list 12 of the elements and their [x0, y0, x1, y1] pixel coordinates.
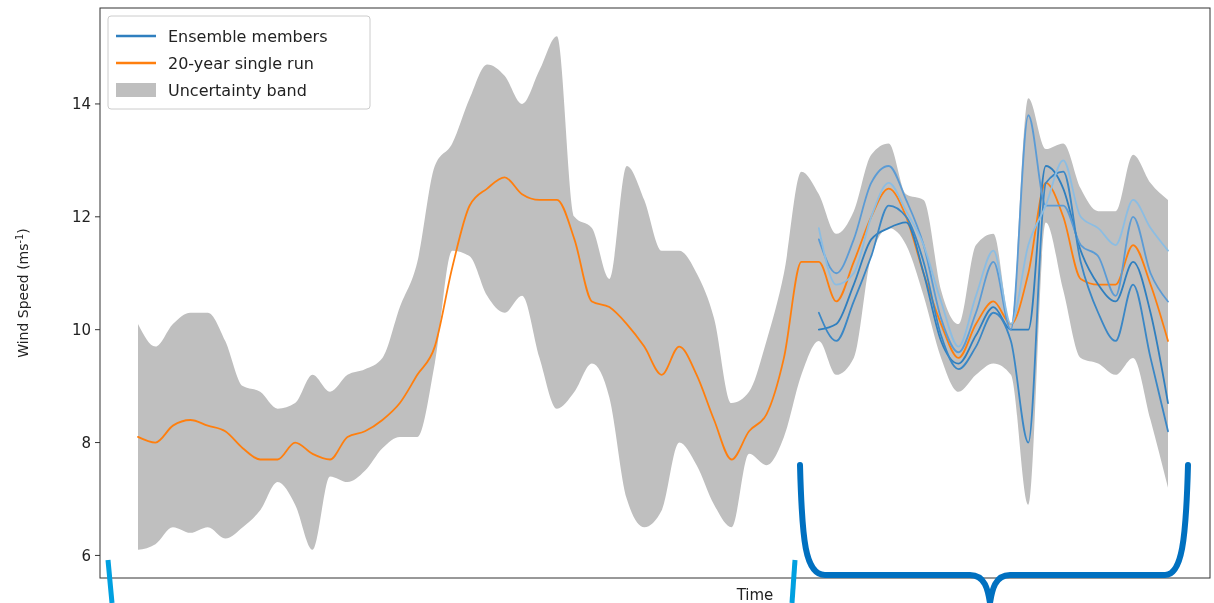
line-series — [817, 159, 1169, 348]
y-tick-label: 6 — [81, 546, 91, 565]
line-series — [137, 176, 1169, 461]
y-tick-label: 14 — [71, 95, 91, 114]
annotation: Uncertainty band — [168, 80, 307, 100]
legend-label: Ensemble members — [168, 26, 328, 46]
x-axis-title: Time — [735, 586, 774, 603]
y-tick-label: 10 — [71, 320, 91, 339]
y-tick-label: 8 — [81, 433, 91, 452]
line-series — [817, 114, 1169, 354]
legend-label: 20-year single run — [168, 53, 314, 73]
y-tick-label: 12 — [71, 208, 91, 227]
